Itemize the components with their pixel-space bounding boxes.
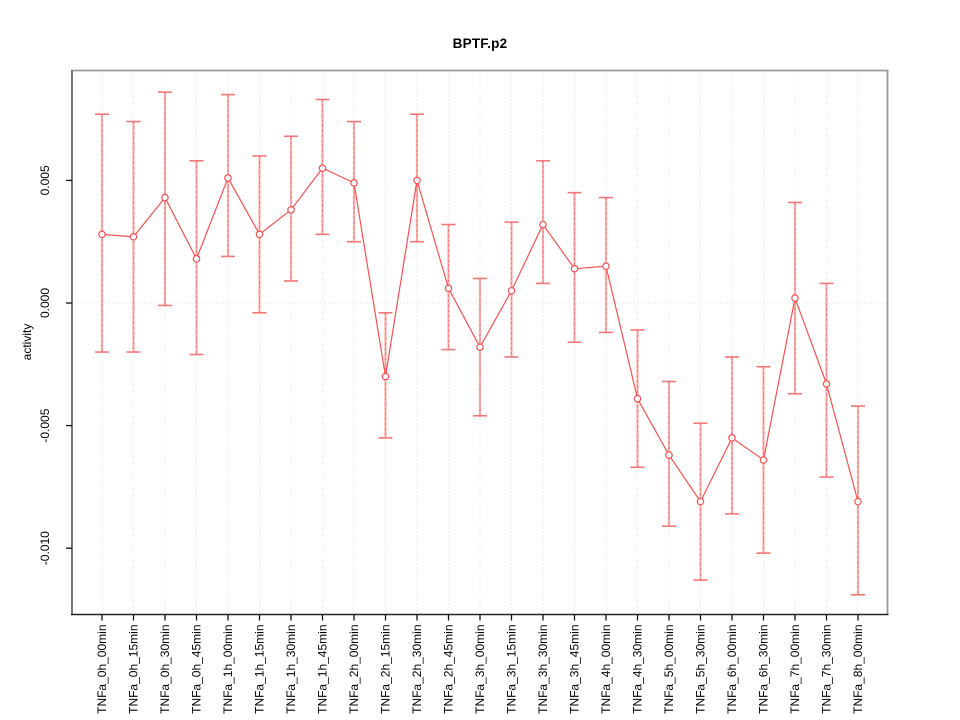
data-point (413, 176, 421, 185)
x-tick-label: TNFa_8h_00min (851, 625, 865, 714)
data-point (570, 264, 579, 273)
x-tick-label: TNFa_2h_45min (442, 625, 456, 714)
x-tick-label: TNFa_3h_15min (505, 625, 519, 714)
data-point (255, 230, 264, 239)
data-point (854, 497, 862, 506)
data-point (791, 294, 799, 302)
x-tick-label: TNFa_4h_00min (599, 625, 613, 714)
data-point (633, 394, 642, 403)
x-tick-label: TNFa_3h_45min (568, 625, 582, 714)
x-tick-label: TNFa_7h_30min (820, 625, 834, 714)
x-tick-label: TNFa_0h_45min (190, 625, 204, 714)
y-tick-label: -0.010 (38, 531, 52, 565)
data-point (665, 451, 673, 459)
data-point (696, 497, 705, 506)
x-axis: TNFa_0h_00min TNFa_0h_15min TNFa_0h_30min T… (95, 614, 865, 714)
data-point (287, 206, 295, 214)
data-point (759, 456, 768, 464)
data-point (318, 164, 327, 172)
y-tick-label: 0.005 (38, 165, 52, 195)
data-points (98, 164, 862, 506)
data-point (129, 232, 138, 241)
data-point (98, 230, 106, 239)
data-point (476, 343, 484, 351)
x-tick-label: TNFa_1h_45min (316, 625, 330, 714)
data-point (350, 179, 358, 187)
y-tick-label: -0.005 (38, 408, 52, 442)
x-tick-label: TNFa_7h_00min (788, 625, 802, 714)
data-point (161, 193, 169, 202)
data-point (381, 372, 390, 381)
x-tick-label: TNFa_1h_30min (284, 625, 298, 714)
x-tick-label: TNFa_5h_30min (694, 625, 708, 714)
x-tick-label: TNFa_6h_30min (757, 625, 771, 714)
x-tick-label: TNFa_1h_15min (253, 625, 267, 714)
x-tick-label: TNFa_0h_30min (158, 625, 172, 714)
x-tick-label: TNFa_1h_00min (221, 625, 235, 714)
y-axis: 0.005 0.000 -0.005 -0.010 (38, 165, 72, 565)
data-point (224, 174, 232, 182)
data-point (602, 262, 610, 271)
x-tick-label: TNFa_6h_00min (725, 625, 739, 714)
y-tick-label: 0.000 (38, 288, 52, 318)
x-tick-label: TNFa_3h_00min (473, 625, 487, 714)
chart-title-text: BPTF.p2 (452, 36, 508, 51)
data-point (507, 286, 516, 295)
chart-title: BPTF.p2 (0, 36, 960, 51)
x-tick-label: TNFa_3h_30min (536, 625, 550, 714)
x-tick-label: TNFa_0h_15min (127, 625, 141, 714)
x-tick-label: TNFa_2h_00min (347, 625, 361, 714)
data-point (192, 255, 201, 263)
data-point (822, 380, 831, 388)
data-point (728, 434, 736, 442)
x-tick-label: TNFa_4h_30min (631, 625, 645, 714)
x-tick-label: TNFa_0h_00min (95, 625, 109, 714)
x-tick-label: TNFa_5h_00min (662, 625, 676, 714)
x-tick-label: TNFa_2h_15min (379, 625, 393, 714)
x-tick-label: TNFa_2h_30min (410, 625, 424, 714)
data-point (444, 284, 453, 293)
data-point (539, 220, 547, 229)
